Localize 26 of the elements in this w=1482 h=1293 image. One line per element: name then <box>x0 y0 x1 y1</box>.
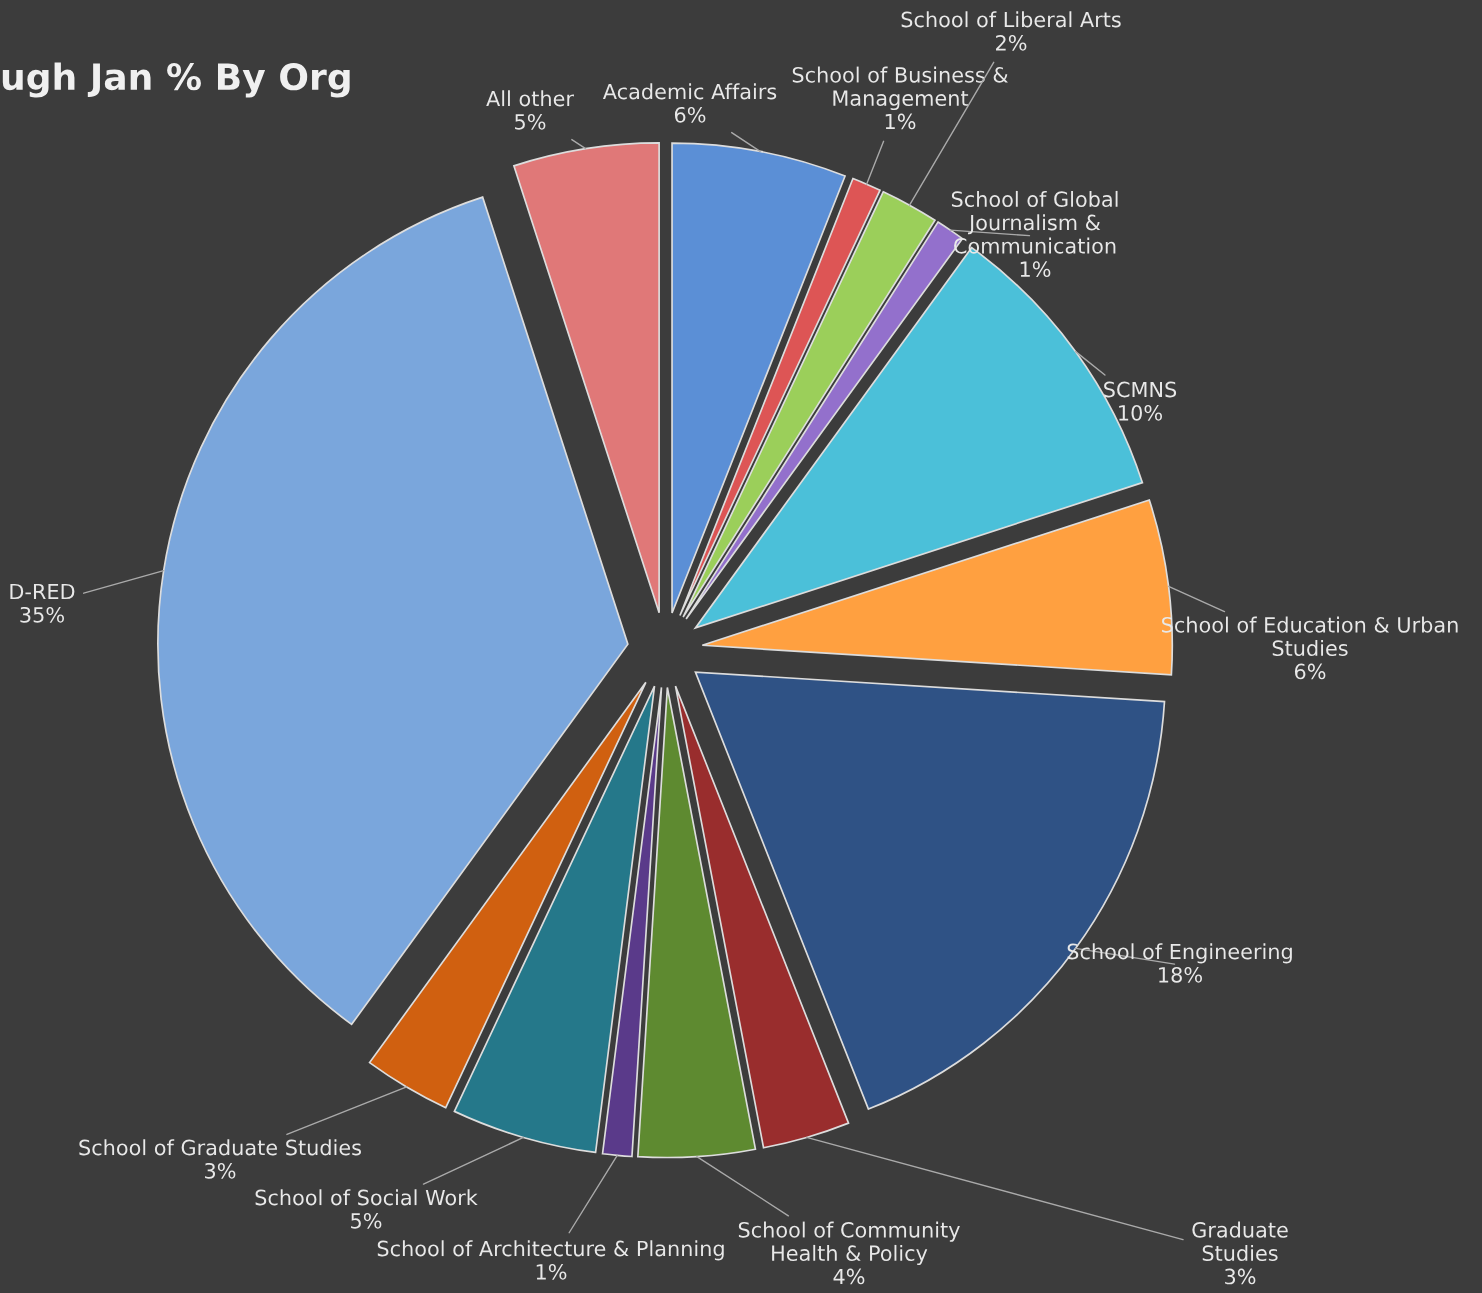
text: ugh Jan % By Org <box>2 62 350 98</box>
slice-label: School of Architecture & Planning <box>377 1240 724 1261</box>
slice-label: School of Community Health & Policy <box>738 1221 960 1266</box>
slice-label: School of Liberal Arts <box>901 11 1121 28</box>
data-label: 18% <box>1159 966 1202 983</box>
data-label: 5% <box>351 1212 382 1229</box>
slice-label: All other <box>486 90 574 107</box>
data-label: 5% <box>515 113 546 130</box>
data-label: 3% <box>1225 1268 1256 1285</box>
slice-label: D-RED <box>10 583 75 600</box>
data-label: 6% <box>674 106 706 123</box>
data-label: 6% <box>1294 663 1326 680</box>
data-label: 3% <box>205 1162 236 1179</box>
data-label: 1% <box>1020 261 1051 278</box>
slice-label: School of Business & Management <box>792 66 1008 111</box>
data-label: 4% <box>833 1268 865 1285</box>
slice-label: SCMNS <box>1104 381 1177 398</box>
slice-label: School of Graduate Studies <box>79 1139 362 1156</box>
data-label: 1% <box>536 1263 567 1280</box>
slice-label: Academic Affairs <box>602 83 777 100</box>
data-label: 1% <box>885 113 916 130</box>
data-label: 10% <box>1119 404 1162 421</box>
data-label: 2% <box>996 34 1027 51</box>
slice-label: School of Social Work <box>255 1189 478 1206</box>
slice-label: Graduate Studies <box>1192 1221 1288 1262</box>
data-label: 35% <box>20 606 64 623</box>
